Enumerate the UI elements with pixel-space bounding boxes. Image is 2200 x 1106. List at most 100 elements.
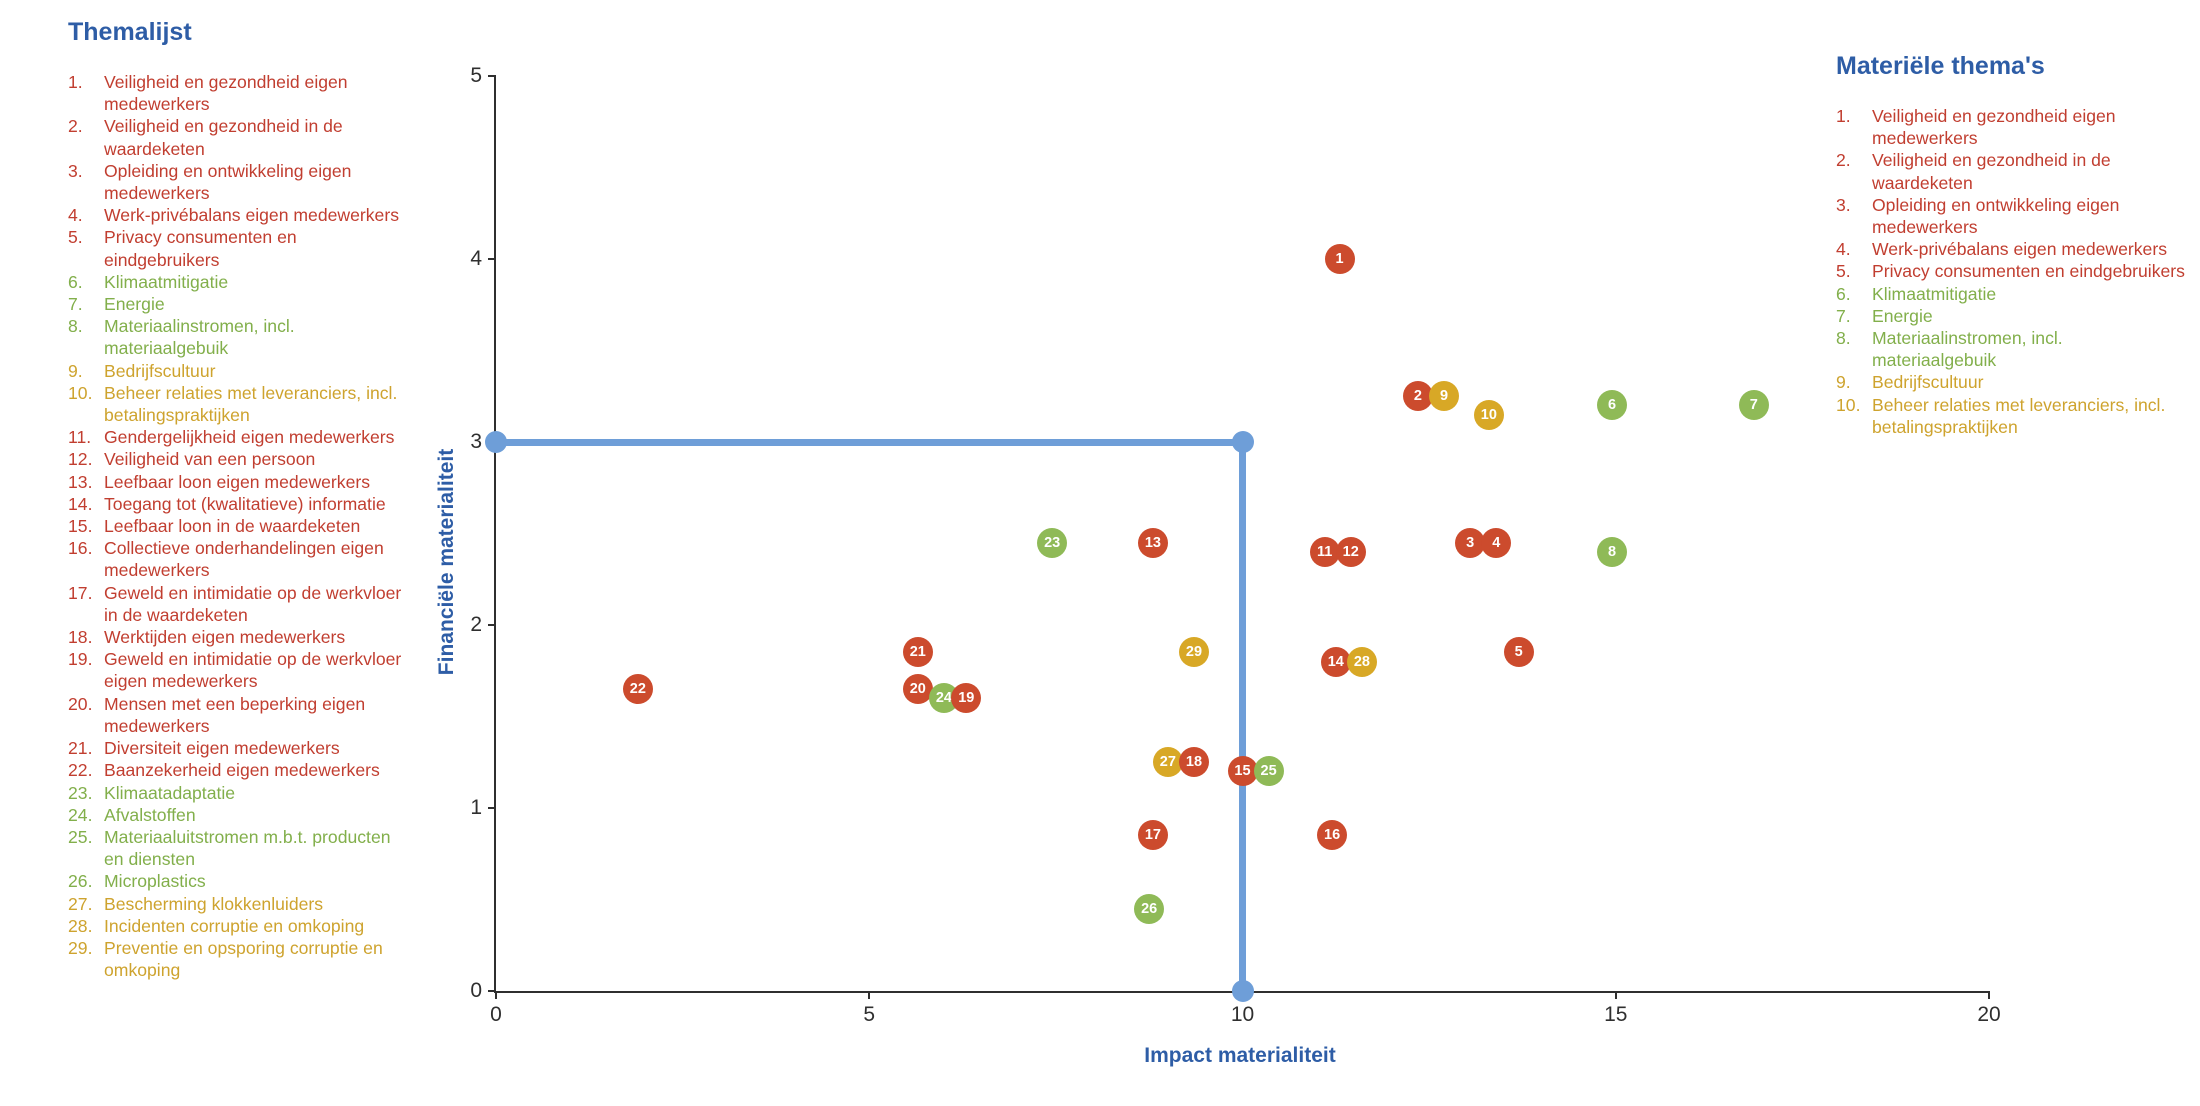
- theme-item-label: Leefbaar loon in de waardeketen: [104, 516, 361, 537]
- theme-item-right-1: 1. Veiligheid en gezondheid eigen medewer…: [1836, 105, 2196, 149]
- theme-item-label: Klimaatmitigatie: [104, 271, 229, 292]
- x-axis-label: Impact materialiteit: [1144, 1044, 1336, 1067]
- theme-item-number: 1.: [1836, 106, 1851, 126]
- theme-item-number: 24.: [68, 804, 93, 825]
- theme-item-number: 17.: [68, 582, 93, 603]
- x-axis-tick: [868, 991, 871, 999]
- theme-item-number: 6.: [1836, 283, 1851, 304]
- theme-item-number: 21.: [68, 738, 93, 759]
- chart-point-26: 26: [1134, 893, 1165, 924]
- theme-item-left-18: 18. Werktijden eigen medewerkers: [68, 626, 418, 648]
- theme-item-number: 2.: [68, 116, 83, 137]
- theme-item-number: 16.: [68, 538, 93, 559]
- theme-item-left-1: 1. Veiligheid en gezondheid eigen medewer…: [68, 71, 418, 115]
- chart-point-7: 7: [1738, 390, 1769, 421]
- theme-item-left-3: 3. Opleiding en ontwikkeling eigen medewe…: [68, 160, 418, 204]
- theme-item-label: Beheer relaties met leveranciers, incl. …: [104, 382, 398, 426]
- theme-item-number: 19.: [68, 649, 93, 670]
- theme-item-number: 29.: [68, 937, 93, 958]
- theme-item-label: Bedrijfscultuur: [1872, 372, 1984, 393]
- theme-item-label: Bedrijfscultuur: [104, 360, 216, 381]
- theme-item-number: 27.: [68, 893, 93, 914]
- theme-item-left-11: 11. Gendergelijkheid eigen medewerkers: [68, 426, 418, 448]
- chart-point-3: 3: [1455, 527, 1486, 558]
- theme-list-right-rows: 1. Veiligheid en gezondheid eigen medewer…: [1836, 105, 2196, 438]
- chart-point-27: 27: [1152, 747, 1183, 778]
- theme-list-left-rows: 1. Veiligheid en gezondheid eigen medewer…: [68, 71, 418, 981]
- theme-item-left-9: 9. Bedrijfscultuur: [68, 360, 418, 382]
- theme-item-label: Veiligheid en gezondheid eigen medewerke…: [1872, 106, 2116, 149]
- theme-item-number: 3.: [1836, 194, 1851, 215]
- y-tick-label-3: 3: [470, 430, 482, 453]
- x-tick-label-10: 10: [1230, 1003, 1255, 1026]
- theme-item-label: Energie: [104, 294, 165, 315]
- theme-item-label: Preventie en opsporing corruptie en omko…: [104, 937, 383, 981]
- x-axis-tick: [1614, 991, 1617, 999]
- y-axis-label: Financiële materialiteit: [435, 448, 458, 676]
- x-tick-label-5: 5: [863, 1003, 876, 1026]
- chart-point-18: 18: [1178, 747, 1209, 778]
- theme-item-left-21: 21. Diversiteit eigen medewerkers: [68, 737, 418, 759]
- chart-point-20: 20: [902, 674, 933, 705]
- theme-item-left-20: 20. Mensen met een beperking eigen medewe…: [68, 693, 418, 737]
- theme-item-number: 20.: [68, 693, 93, 714]
- chart-point-2: 2: [1402, 381, 1433, 412]
- theme-item-label: Microplastics: [104, 871, 206, 892]
- theme-item-right-6: 6. Klimaatmitigatie: [1836, 283, 2196, 305]
- theme-item-label: Mensen met een beperking eigen medewerke…: [104, 693, 366, 736]
- theme-item-number: 9.: [1836, 372, 1851, 393]
- theme-item-label: Veiligheid en gezondheid in de waardeket…: [104, 116, 343, 159]
- y-axis-tick: [488, 807, 496, 809]
- chart-point-6: 6: [1597, 390, 1628, 421]
- theme-item-label: Veiligheid en gezondheid eigen medewerke…: [104, 72, 348, 115]
- chart-point-19: 19: [951, 683, 982, 714]
- theme-item-left-5: 5. Privacy consumenten en eindgebruikers: [68, 226, 418, 270]
- theme-list-right: Materiële thema's 1. Veiligheid en gezond…: [1836, 52, 2196, 438]
- chart-point-17: 17: [1137, 820, 1168, 851]
- theme-item-number: 7.: [1836, 305, 1851, 326]
- theme-item-left-14: 14. Toegang tot (kwalitatieve) informatie: [68, 493, 418, 515]
- theme-item-number: 10.: [1836, 394, 1861, 415]
- chart-point-16: 16: [1317, 820, 1348, 851]
- chart-point-11: 11: [1309, 536, 1340, 567]
- theme-item-number: 13.: [68, 471, 93, 492]
- theme-item-label: Incidenten corruptie en omkoping: [104, 915, 365, 936]
- chart-point-10: 10: [1473, 399, 1504, 430]
- theme-item-number: 22.: [68, 760, 93, 781]
- theme-item-label: Baanzekerheid eigen medewerkers: [104, 760, 380, 781]
- theme-item-number: 7.: [68, 294, 83, 315]
- theme-item-label: Opleiding en ontwikkeling eigen medewerk…: [104, 160, 352, 204]
- theme-item-label: Leefbaar loon eigen medewerkers: [104, 471, 371, 492]
- theme-item-right-10: 10. Beheer relaties met leveranciers, inc…: [1836, 394, 2196, 438]
- chart-point-23: 23: [1037, 527, 1068, 558]
- threshold-dot-1: [485, 431, 507, 453]
- theme-item-label: Collectieve onderhandelingen eigen medew…: [104, 538, 384, 581]
- theme-item-right-8: 8. Materiaalinstromen, incl. materiaalgeb…: [1836, 327, 2196, 371]
- theme-item-left-16: 16. Collectieve onderhandelingen eigen me…: [68, 537, 418, 581]
- theme-item-number: 25.: [68, 826, 93, 847]
- x-axis-tick: [1988, 991, 1990, 999]
- theme-item-left-7: 7. Energie: [68, 293, 418, 315]
- chart-point-14: 14: [1320, 646, 1351, 677]
- theme-item-label: Beheer relaties met leveranciers, incl. …: [1872, 394, 2166, 437]
- x-tick-label-15: 15: [1604, 1003, 1628, 1026]
- theme-item-number: 3.: [68, 160, 83, 181]
- theme-item-right-9: 9. Bedrijfscultuur: [1836, 371, 2196, 393]
- theme-item-right-7: 7. Energie: [1836, 305, 2196, 327]
- theme-item-number: 4.: [68, 205, 83, 226]
- theme-item-left-22: 22. Baanzekerheid eigen medewerkers: [68, 759, 418, 781]
- y-axis-tick: [488, 75, 496, 77]
- theme-item-left-24: 24. Afvalstoffen: [68, 804, 418, 826]
- theme-item-right-3: 3. Opleiding en ontwikkeling eigen medewe…: [1836, 194, 2196, 238]
- theme-item-number: 18.: [68, 627, 93, 648]
- theme-item-label: Klimaatadaptatie: [104, 782, 236, 803]
- chart-point-21: 21: [902, 637, 933, 668]
- theme-item-left-28: 28. Incidenten corruptie en omkoping: [68, 915, 418, 937]
- chart-point-1: 1: [1324, 244, 1355, 274]
- chart-point-13: 13: [1137, 527, 1168, 558]
- theme-list-left-title: Themalijst: [68, 18, 192, 46]
- x-tick-label-20: 20: [1977, 1003, 2001, 1026]
- theme-item-left-2: 2. Veiligheid en gezondheid in de waardek…: [68, 115, 418, 159]
- chart-point-25: 25: [1253, 756, 1284, 787]
- theme-list-left: Themalijst 1. Veiligheid en gezondheid ei…: [68, 18, 418, 981]
